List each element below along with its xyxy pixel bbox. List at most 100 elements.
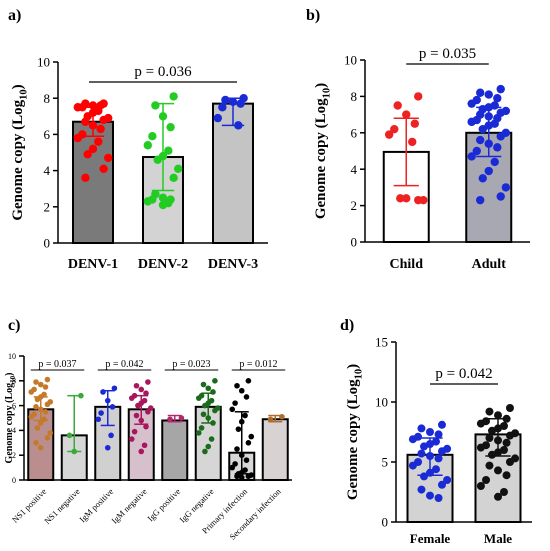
- data-point: [243, 394, 250, 400]
- data-point: [493, 94, 502, 103]
- data-point: [96, 124, 105, 134]
- data-point: [431, 437, 440, 446]
- data-point: [234, 382, 240, 389]
- data-point: [402, 110, 411, 119]
- data-point: [166, 122, 175, 132]
- data-point: [245, 473, 252, 480]
- data-point: [44, 401, 51, 408]
- data-point: [143, 390, 149, 397]
- data-point: [108, 432, 114, 439]
- y-tick-label: 6: [351, 125, 358, 140]
- data-point: [502, 471, 511, 480]
- panel-label-d: d): [340, 317, 354, 334]
- data-point: [213, 113, 222, 123]
- chart-panel-a: 0 2 4 6 8 10 DENV-1 DENV-2 DENV-3 Genome copy (Lo…: [10, 55, 268, 272]
- data-point: [232, 400, 238, 406]
- data-point: [496, 84, 505, 94]
- data-point: [133, 382, 140, 389]
- data-point: [478, 124, 487, 134]
- x-tick-label: IgM negative: [109, 486, 148, 525]
- data-point: [208, 436, 215, 442]
- data-point: [467, 99, 476, 108]
- data-point: [169, 92, 178, 101]
- data-point: [169, 173, 178, 183]
- data-point: [73, 133, 83, 143]
- data-point: [485, 407, 494, 416]
- data-point: [37, 420, 44, 426]
- data-point: [167, 416, 173, 423]
- data-point: [44, 376, 51, 383]
- data-point: [238, 474, 245, 481]
- data-point: [384, 130, 394, 139]
- data-point: [243, 457, 250, 463]
- p-value-label: p = 0.042: [105, 359, 143, 370]
- data-point: [28, 389, 35, 395]
- data-point: [496, 132, 505, 141]
- x-tick-label: Female: [410, 531, 451, 546]
- y-tick-label: 10: [37, 55, 50, 70]
- data-point: [104, 444, 111, 451]
- y-tick-label: 0: [12, 476, 16, 485]
- data-point: [390, 124, 399, 134]
- x-tick-label: DENV-2: [138, 257, 188, 272]
- y-tick-label: 5: [382, 455, 389, 470]
- data-point: [145, 379, 151, 385]
- data-point: [153, 155, 162, 164]
- data-point: [221, 95, 230, 105]
- data-point: [426, 428, 434, 436]
- data-point: [236, 99, 245, 108]
- data-point: [158, 193, 168, 202]
- data-point: [502, 438, 511, 447]
- data-point: [81, 117, 90, 126]
- data-point: [472, 146, 481, 156]
- data-point: [148, 132, 157, 141]
- data-point: [482, 476, 491, 484]
- data-point: [198, 425, 205, 431]
- data-point: [443, 476, 452, 484]
- data-point: [33, 440, 39, 446]
- y-tick-label: 4: [351, 162, 358, 177]
- data-point: [109, 404, 116, 410]
- data-point: [73, 103, 83, 112]
- data-point: [42, 409, 49, 415]
- y-tick-label: 0: [44, 236, 51, 251]
- data-point: [229, 406, 236, 413]
- data-point: [426, 491, 434, 500]
- data-point: [141, 442, 148, 449]
- data-point: [245, 378, 252, 384]
- y-tick-label: 10: [8, 352, 16, 361]
- x-tick-label: Adult: [472, 257, 507, 272]
- data-point: [414, 195, 423, 205]
- data-point: [496, 192, 505, 201]
- data-point: [467, 117, 476, 127]
- data-point: [476, 135, 485, 145]
- data-point: [174, 164, 183, 173]
- y-tick-label: 2: [12, 451, 16, 460]
- data-point: [33, 379, 39, 385]
- chart-panel-b: 0 2 4 6 8 10 Child Adult Genome copy (Log10) p = …: [313, 46, 530, 272]
- data-point: [205, 385, 212, 392]
- data-point: [81, 173, 90, 183]
- data-point: [34, 396, 41, 403]
- data-point: [28, 413, 35, 420]
- data-point: [195, 395, 202, 401]
- y-axis-label: Genome copy (Log10): [10, 84, 30, 220]
- data-point: [485, 461, 494, 470]
- data-point: [218, 103, 227, 112]
- data-point: [505, 404, 514, 412]
- data-point: [200, 381, 207, 388]
- data-point: [95, 416, 102, 423]
- data-point: [245, 440, 252, 446]
- data-point: [499, 446, 508, 454]
- data-point: [235, 426, 242, 432]
- data-point: [485, 434, 494, 442]
- data-point: [408, 435, 417, 444]
- x-tick-label: Male: [484, 531, 512, 546]
- data-point: [408, 461, 417, 470]
- data-point: [135, 402, 141, 409]
- data-point: [488, 426, 497, 435]
- y-tick-label: 4: [44, 163, 51, 178]
- data-point: [417, 485, 426, 494]
- data-point: [158, 200, 168, 210]
- x-tick-label: DENV-3: [208, 257, 258, 272]
